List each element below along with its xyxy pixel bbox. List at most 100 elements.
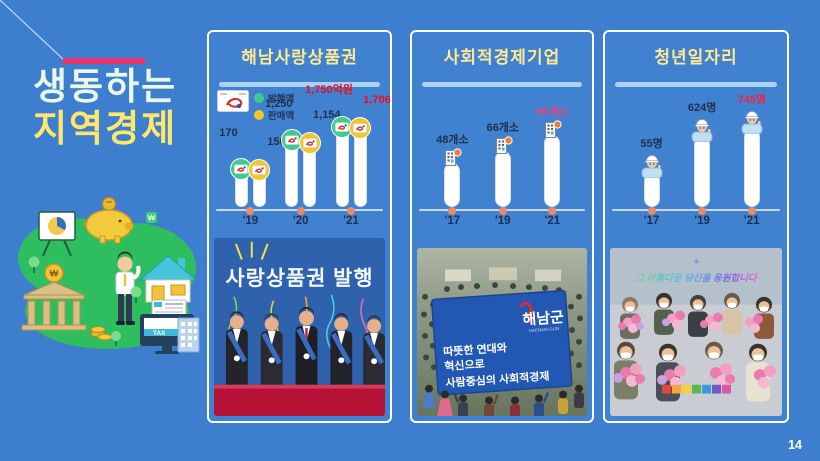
certificate-badge-icon: [298, 132, 321, 154]
chart-board-icon: [38, 211, 76, 257]
axis-tick-dot: [246, 207, 255, 215]
legend-label: 발행액: [268, 94, 295, 105]
value-label: 1,750억원: [305, 84, 353, 96]
receipt-icon: [151, 299, 187, 317]
bar: [444, 163, 461, 207]
x-tick-label: '19: [694, 215, 710, 227]
building-badge-icon: [495, 136, 513, 154]
confetti-rays: [234, 241, 269, 260]
certificate-badge-icon: [331, 116, 354, 138]
axis-tick-dot: [347, 207, 356, 215]
bar: [494, 151, 511, 207]
bank-icon: ₩: [21, 263, 87, 331]
panel-title: 청년일자리: [654, 48, 738, 67]
value-label: 66개소: [486, 122, 520, 134]
bar: [353, 129, 367, 207]
value-label: 170: [219, 127, 238, 139]
value-label: 90개소: [536, 106, 569, 118]
x-tick-label: '20: [293, 215, 309, 227]
svg-text:₩: ₩: [148, 214, 156, 223]
legend-item-sold: 판매액: [254, 108, 294, 122]
diagonal-line: [0, 0, 65, 61]
letter-banner-strip: [662, 384, 731, 394]
certificate-badge-icon: [349, 117, 372, 139]
bar: [544, 135, 561, 207]
photo-banner-event: 해남군 HAENAM-GUN 따뜻한 연대와 혁신으로 사람중심의 사회적경제: [417, 248, 587, 416]
photo-certificate-ceremony: 사랑상품권 발행: [214, 238, 385, 416]
svg-text:₩: ₩: [50, 269, 59, 279]
axis-tick-dot: [647, 207, 656, 215]
value-label: 48개소: [436, 134, 469, 146]
piggy-bank-icon: ₩: [83, 196, 157, 244]
backdrop-text: 사랑상품권 발행: [225, 267, 373, 290]
legend-swatch-sold: [254, 110, 264, 120]
front-crowd-figures: [423, 384, 584, 416]
worker-badge-icon: [741, 111, 763, 135]
x-tick-label: '17: [643, 215, 660, 227]
accent-bar: [63, 58, 145, 64]
building-badge-icon: [545, 120, 562, 138]
axis-tick-dot: [747, 207, 756, 215]
x-axis-line: [612, 209, 780, 211]
x-tick-label: '21: [343, 215, 359, 227]
axis-tick-dot: [548, 207, 557, 215]
building-icon: [177, 317, 200, 353]
page-number: 14: [788, 438, 802, 452]
x-tick-label: '17: [444, 215, 461, 227]
legend-swatch-issued: [254, 93, 264, 103]
panel-social-economy: 사회적경제기업 '17 48개소 '19 66개소 '21 90개소: [410, 30, 594, 423]
value-label: 745명: [737, 94, 766, 106]
value-label: 55명: [640, 138, 663, 150]
red-carpet: [214, 384, 385, 416]
x-tick-label: '19: [242, 215, 259, 227]
svg-text:TAX: TAX: [153, 330, 166, 337]
banner-line2: 혁신으로: [444, 357, 485, 374]
panel-gift-certificate: 해남사랑상품권 발행액 판매액 '19 170 150'20 1,: [207, 30, 392, 423]
axis-tick-dot: [498, 207, 507, 215]
bar: [335, 128, 349, 207]
x-tick-label: '21: [544, 215, 561, 227]
value-label: 1,706: [363, 94, 391, 106]
banner-line1: 따뜻한 연대와: [443, 340, 508, 358]
title-line1: 생동하는: [33, 66, 178, 107]
overlay-script-text: 그 아름다운 당신을 응원합니다: [635, 272, 758, 283]
value-label: 624명: [687, 102, 717, 114]
axis-tick-dot: [448, 207, 457, 215]
officials-figures: [225, 306, 385, 391]
person-illustration: [115, 251, 141, 325]
worker-badge-icon: [691, 119, 713, 143]
economy-illustration: ₩ ₩: [18, 196, 200, 354]
certificate-badge-icon: [280, 129, 303, 151]
divider: [219, 82, 380, 87]
blue-banner: 해남군 HAENAM-GUN 따뜻한 연대와 혁신으로 사람중심의 사회적경제: [430, 289, 573, 396]
photo-flower-group: ✦ 그 아름다운 당신을 응원합니다: [610, 248, 782, 416]
x-tick-label: '19: [495, 215, 511, 227]
gift-certificate-thumbnail: [217, 90, 249, 112]
divider: [422, 82, 582, 87]
panel-title: 해남사랑상품권: [241, 48, 358, 67]
value-label: 1,154: [313, 109, 341, 121]
axis-tick-dot: [698, 207, 707, 215]
panel-title: 사회적경제기업: [443, 48, 561, 67]
haenam-logo-swirl: [519, 301, 533, 324]
bar: [743, 129, 760, 207]
social-economy-bar-chart: '17 48개소 '19 66개소 '21 90개소: [419, 88, 585, 238]
banner-logo-en: HAENAM-GUN: [528, 326, 559, 333]
overlay-script-line1: ✦: [691, 257, 700, 269]
worker-badge-icon: [641, 155, 663, 179]
title-line2: 지역경제: [33, 108, 178, 149]
building-badge-icon: [445, 148, 462, 166]
bar: [694, 137, 711, 207]
page-title: 생동하는 지역경제: [33, 66, 177, 150]
panel-youth-jobs: 청년일자리 '17 55명 '19 624명 '21 745명 ✦ 그 아름다운 당신을 …: [603, 30, 789, 423]
tree-icon: [28, 256, 142, 346]
certificate-badge-icon: [248, 159, 271, 181]
value-label: 1,250: [265, 98, 293, 110]
divider: [615, 82, 777, 87]
x-tick-label: '21: [743, 215, 760, 227]
legend-item-issued: 발행액: [254, 91, 294, 105]
bar: [643, 173, 660, 207]
banner-logo-text: 해남군: [522, 309, 565, 329]
youth-jobs-bar-chart: '17 55명 '19 624명 '21 745명: [612, 88, 780, 238]
